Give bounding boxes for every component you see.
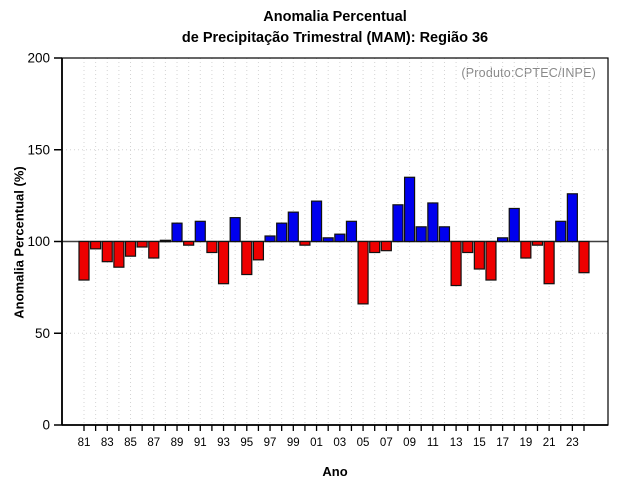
bar-2014 bbox=[462, 240, 474, 254]
bar-2006 bbox=[369, 240, 381, 254]
chart-title: Anomalia Percentual de Precipitação Trim… bbox=[62, 7, 608, 49]
bar-2016 bbox=[485, 240, 497, 281]
bar-1982 bbox=[90, 240, 102, 250]
bar-2005 bbox=[357, 240, 369, 305]
y-tick-label: 100 bbox=[27, 234, 50, 249]
x-tick-label: 93 bbox=[217, 437, 230, 449]
bar-2004 bbox=[345, 220, 358, 243]
bar-1990 bbox=[183, 240, 195, 246]
bar-2007 bbox=[380, 240, 392, 252]
bar-2001 bbox=[310, 200, 323, 243]
bar-2017 bbox=[497, 237, 509, 243]
bar-1991 bbox=[194, 220, 206, 243]
bar-1994 bbox=[229, 217, 241, 243]
x-tick-label: 07 bbox=[380, 437, 393, 449]
bar-1998 bbox=[276, 222, 288, 243]
bar-2008 bbox=[392, 204, 404, 243]
y-tick-label: 150 bbox=[27, 142, 50, 157]
x-tick-label: 17 bbox=[496, 437, 509, 449]
y-tick-label: 50 bbox=[35, 326, 50, 341]
x-tick-label: 85 bbox=[124, 437, 137, 449]
x-axis-label: Ano bbox=[322, 464, 348, 479]
bar-1985 bbox=[124, 240, 137, 257]
x-tick-label: 05 bbox=[357, 437, 370, 449]
bar-2015 bbox=[473, 240, 485, 270]
x-tick-label: 21 bbox=[543, 437, 556, 449]
bar-1983 bbox=[101, 240, 113, 263]
bar-2003 bbox=[334, 233, 346, 243]
bar-1999 bbox=[287, 211, 299, 243]
x-tick-label: 23 bbox=[566, 437, 579, 449]
y-tick-label: 200 bbox=[27, 51, 50, 66]
bar-2012 bbox=[438, 226, 451, 243]
bar-2024 bbox=[578, 240, 590, 274]
x-tick-label: 03 bbox=[333, 437, 346, 449]
chart-title-line2: de Precipitação Trimestral (MAM): Região… bbox=[181, 30, 489, 46]
y-tick-label: 0 bbox=[42, 418, 50, 433]
x-tick-label: 97 bbox=[264, 437, 277, 449]
bar-2010 bbox=[415, 226, 427, 243]
x-tick-label: 01 bbox=[310, 437, 323, 449]
bar-1981 bbox=[78, 240, 90, 281]
x-tick-label: 95 bbox=[240, 437, 253, 449]
bar-2023 bbox=[566, 193, 578, 243]
x-tick-label: 09 bbox=[403, 437, 416, 449]
x-tick-label: 91 bbox=[194, 437, 207, 449]
bar-2018 bbox=[508, 207, 520, 243]
bar-1987 bbox=[148, 240, 160, 259]
x-tick-label: 11 bbox=[427, 437, 439, 449]
bar-2021 bbox=[543, 240, 555, 285]
bar-1997 bbox=[264, 235, 276, 243]
bar-2009 bbox=[403, 176, 416, 243]
bar-1984 bbox=[113, 240, 125, 268]
chart-title-line1: Anomalia Percentual bbox=[263, 9, 407, 25]
x-tick-label: 89 bbox=[171, 437, 184, 449]
bar-2000 bbox=[299, 240, 311, 246]
bar-1993 bbox=[217, 240, 230, 285]
bar-1986 bbox=[136, 240, 148, 248]
x-tick-label: 15 bbox=[473, 437, 486, 449]
bar-2002 bbox=[322, 237, 334, 243]
x-tick-label: 13 bbox=[450, 437, 463, 449]
bar-2011 bbox=[427, 202, 439, 243]
bar-2020 bbox=[531, 240, 544, 246]
bar-2022 bbox=[555, 220, 567, 243]
bar-1995 bbox=[241, 240, 253, 276]
bar-2013 bbox=[450, 240, 462, 287]
x-tick-label: 87 bbox=[147, 437, 160, 449]
bar-1996 bbox=[252, 240, 265, 261]
bar-2019 bbox=[520, 240, 532, 259]
bar-1989 bbox=[171, 222, 183, 243]
x-tick-label: 19 bbox=[519, 437, 532, 449]
x-tick-label: 83 bbox=[101, 437, 114, 449]
x-tick-label: 81 bbox=[78, 437, 91, 449]
bar-1992 bbox=[206, 240, 218, 254]
bar-1988 bbox=[159, 239, 171, 243]
source-annotation: (Produto:CPTEC/INPE) bbox=[461, 66, 596, 80]
x-tick-label: 99 bbox=[287, 437, 300, 449]
